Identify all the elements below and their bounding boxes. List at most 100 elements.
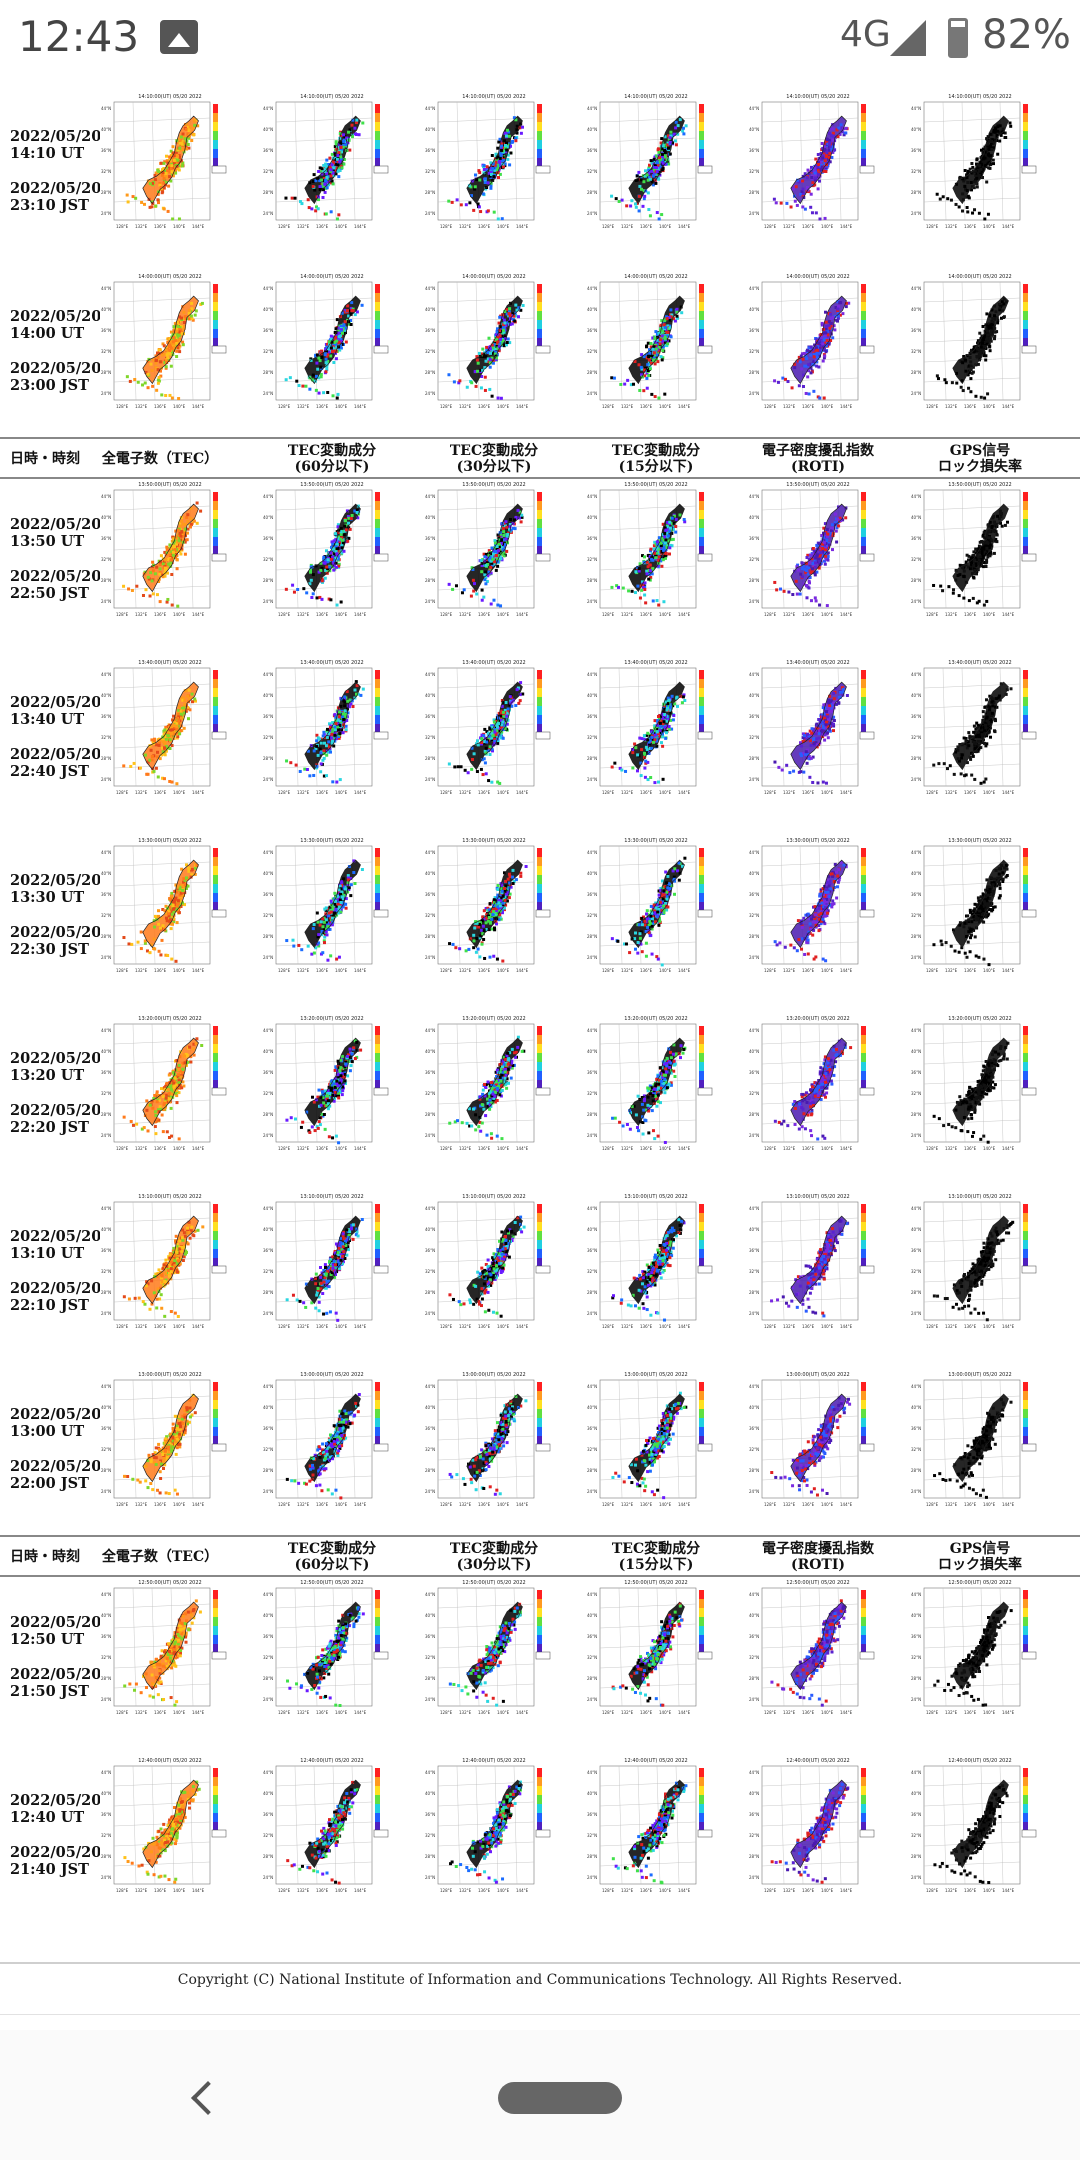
ionosphere-map[interactable]: 12:50:00(UT) 05/20 2022 44°N 40°N 36°N 32°N 2…: [748, 1578, 888, 1718]
map-tile[interactable]: 13:40:00(UT) 05/20 2022 44°N 40°N 36°N 32°N 2…: [748, 658, 888, 798]
map-tile[interactable]: 12:50:00(UT) 05/20 2022 44°N 40°N 36°N 32°N 2…: [424, 1578, 564, 1718]
map-tile[interactable]: 14:00:00(UT) 05/20 2022 44°N 40°N 36°N 32°N 2…: [586, 272, 726, 412]
ionosphere-map[interactable]: 12:40:00(UT) 05/20 2022 44°N 40°N 36°N 32°N 2…: [262, 1756, 402, 1896]
ionosphere-map[interactable]: 13:00:00(UT) 05/20 2022 44°N 40°N 36°N 32°N 2…: [100, 1370, 240, 1510]
map-tile[interactable]: 13:30:00(UT) 05/20 2022 44°N 40°N 36°N 32°N 2…: [100, 836, 240, 976]
map-tile[interactable]: 12:40:00(UT) 05/20 2022 44°N 40°N 36°N 32°N 2…: [586, 1756, 726, 1896]
map-tile[interactable]: 13:30:00(UT) 05/20 2022 44°N 40°N 36°N 32°N 2…: [424, 836, 564, 976]
ionosphere-map[interactable]: 13:40:00(UT) 05/20 2022 44°N 40°N 36°N 32°N 2…: [100, 658, 240, 798]
map-tile[interactable]: 12:40:00(UT) 05/20 2022 44°N 40°N 36°N 32°N 2…: [100, 1756, 240, 1896]
map-tile[interactable]: 12:40:00(UT) 05/20 2022 44°N 40°N 36°N 32°N 2…: [910, 1756, 1050, 1896]
ionosphere-map[interactable]: 14:00:00(UT) 05/20 2022 44°N 40°N 36°N 32°N 2…: [424, 272, 564, 412]
map-tile[interactable]: 14:00:00(UT) 05/20 2022 44°N 40°N 36°N 32°N 2…: [262, 272, 402, 412]
map-tile[interactable]: 13:50:00(UT) 05/20 2022 44°N 40°N 36°N 32°N 2…: [586, 480, 726, 620]
ionosphere-map[interactable]: 14:10:00(UT) 05/20 2022 44°N 40°N 36°N 32°N 2…: [100, 92, 240, 232]
map-tile[interactable]: 12:40:00(UT) 05/20 2022 44°N 40°N 36°N 32°N 2…: [424, 1756, 564, 1896]
ionosphere-map[interactable]: 12:50:00(UT) 05/20 2022 44°N 40°N 36°N 32°N 2…: [910, 1578, 1050, 1718]
ionosphere-map[interactable]: 13:20:00(UT) 05/20 2022 44°N 40°N 36°N 32°N 2…: [586, 1014, 726, 1154]
ionosphere-map[interactable]: 13:30:00(UT) 05/20 2022 44°N 40°N 36°N 32°N 2…: [586, 836, 726, 976]
map-tile[interactable]: 13:30:00(UT) 05/20 2022 44°N 40°N 36°N 32°N 2…: [910, 836, 1050, 976]
ionosphere-map[interactable]: 12:40:00(UT) 05/20 2022 44°N 40°N 36°N 32°N 2…: [100, 1756, 240, 1896]
map-tile[interactable]: 13:40:00(UT) 05/20 2022 44°N 40°N 36°N 32°N 2…: [424, 658, 564, 798]
map-tile[interactable]: 14:10:00(UT) 05/20 2022 44°N 40°N 36°N 32°N 2…: [262, 92, 402, 232]
map-tile[interactable]: 13:40:00(UT) 05/20 2022 44°N 40°N 36°N 32°N 2…: [910, 658, 1050, 798]
ionosphere-map[interactable]: 14:00:00(UT) 05/20 2022 44°N 40°N 36°N 32°N 2…: [100, 272, 240, 412]
ionosphere-map[interactable]: 13:00:00(UT) 05/20 2022 44°N 40°N 36°N 32°N 2…: [586, 1370, 726, 1510]
back-icon[interactable]: [191, 2081, 225, 2115]
map-tile[interactable]: 13:20:00(UT) 05/20 2022 44°N 40°N 36°N 32°N 2…: [910, 1014, 1050, 1154]
ionosphere-map[interactable]: 13:10:00(UT) 05/20 2022 44°N 40°N 36°N 32°N 2…: [748, 1192, 888, 1332]
map-tile[interactable]: 13:30:00(UT) 05/20 2022 44°N 40°N 36°N 32°N 2…: [748, 836, 888, 976]
ionosphere-map[interactable]: 13:50:00(UT) 05/20 2022 44°N 40°N 36°N 32°N 2…: [586, 480, 726, 620]
ionosphere-map[interactable]: 13:10:00(UT) 05/20 2022 44°N 40°N 36°N 32°N 2…: [910, 1192, 1050, 1332]
map-tile[interactable]: 13:00:00(UT) 05/20 2022 44°N 40°N 36°N 32°N 2…: [910, 1370, 1050, 1510]
ionosphere-map[interactable]: 12:40:00(UT) 05/20 2022 44°N 40°N 36°N 32°N 2…: [910, 1756, 1050, 1896]
map-tile[interactable]: 13:00:00(UT) 05/20 2022 44°N 40°N 36°N 32°N 2…: [748, 1370, 888, 1510]
ionosphere-map[interactable]: 14:00:00(UT) 05/20 2022 44°N 40°N 36°N 32°N 2…: [910, 272, 1050, 412]
map-tile[interactable]: 13:20:00(UT) 05/20 2022 44°N 40°N 36°N 32°N 2…: [586, 1014, 726, 1154]
map-tile[interactable]: 13:20:00(UT) 05/20 2022 44°N 40°N 36°N 32°N 2…: [100, 1014, 240, 1154]
map-tile[interactable]: 14:10:00(UT) 05/20 2022 44°N 40°N 36°N 32°N 2…: [424, 92, 564, 232]
map-tile[interactable]: 12:40:00(UT) 05/20 2022 44°N 40°N 36°N 32°N 2…: [748, 1756, 888, 1896]
ionosphere-map[interactable]: 13:30:00(UT) 05/20 2022 44°N 40°N 36°N 32°N 2…: [424, 836, 564, 976]
map-tile[interactable]: 13:40:00(UT) 05/20 2022 44°N 40°N 36°N 32°N 2…: [262, 658, 402, 798]
ionosphere-map[interactable]: 14:00:00(UT) 05/20 2022 44°N 40°N 36°N 32°N 2…: [748, 272, 888, 412]
ionosphere-map[interactable]: 13:00:00(UT) 05/20 2022 44°N 40°N 36°N 32°N 2…: [424, 1370, 564, 1510]
ionosphere-map[interactable]: 12:50:00(UT) 05/20 2022 44°N 40°N 36°N 32°N 2…: [586, 1578, 726, 1718]
map-tile[interactable]: 13:50:00(UT) 05/20 2022 44°N 40°N 36°N 32°N 2…: [748, 480, 888, 620]
ionosphere-map[interactable]: 12:50:00(UT) 05/20 2022 44°N 40°N 36°N 32°N 2…: [424, 1578, 564, 1718]
map-tile[interactable]: 13:50:00(UT) 05/20 2022 44°N 40°N 36°N 32°N 2…: [100, 480, 240, 620]
ionosphere-map[interactable]: 13:20:00(UT) 05/20 2022 44°N 40°N 36°N 32°N 2…: [262, 1014, 402, 1154]
map-tile[interactable]: 14:10:00(UT) 05/20 2022 44°N 40°N 36°N 32°N 2…: [910, 92, 1050, 232]
ionosphere-map[interactable]: 13:50:00(UT) 05/20 2022 44°N 40°N 36°N 32°N 2…: [262, 480, 402, 620]
map-tile[interactable]: 12:50:00(UT) 05/20 2022 44°N 40°N 36°N 32°N 2…: [262, 1578, 402, 1718]
map-tile[interactable]: 12:50:00(UT) 05/20 2022 44°N 40°N 36°N 32°N 2…: [748, 1578, 888, 1718]
map-tile[interactable]: 12:50:00(UT) 05/20 2022 44°N 40°N 36°N 32°N 2…: [100, 1578, 240, 1718]
map-tile[interactable]: 13:10:00(UT) 05/20 2022 44°N 40°N 36°N 32°N 2…: [748, 1192, 888, 1332]
ionosphere-map[interactable]: 13:20:00(UT) 05/20 2022 44°N 40°N 36°N 32°N 2…: [748, 1014, 888, 1154]
map-tile[interactable]: 12:50:00(UT) 05/20 2022 44°N 40°N 36°N 32°N 2…: [910, 1578, 1050, 1718]
ionosphere-map[interactable]: 13:30:00(UT) 05/20 2022 44°N 40°N 36°N 32°N 2…: [262, 836, 402, 976]
ionosphere-map[interactable]: 13:50:00(UT) 05/20 2022 44°N 40°N 36°N 32°N 2…: [424, 480, 564, 620]
ionosphere-map[interactable]: 13:20:00(UT) 05/20 2022 44°N 40°N 36°N 32°N 2…: [424, 1014, 564, 1154]
ionosphere-map[interactable]: 14:10:00(UT) 05/20 2022 44°N 40°N 36°N 32°N 2…: [424, 92, 564, 232]
map-tile[interactable]: 13:00:00(UT) 05/20 2022 44°N 40°N 36°N 32°N 2…: [262, 1370, 402, 1510]
map-tile[interactable]: 13:50:00(UT) 05/20 2022 44°N 40°N 36°N 32°N 2…: [424, 480, 564, 620]
map-tile[interactable]: 14:00:00(UT) 05/20 2022 44°N 40°N 36°N 32°N 2…: [424, 272, 564, 412]
ionosphere-map[interactable]: 14:00:00(UT) 05/20 2022 44°N 40°N 36°N 32°N 2…: [262, 272, 402, 412]
ionosphere-map[interactable]: 14:10:00(UT) 05/20 2022 44°N 40°N 36°N 32°N 2…: [748, 92, 888, 232]
ionosphere-map[interactable]: 12:50:00(UT) 05/20 2022 44°N 40°N 36°N 32°N 2…: [262, 1578, 402, 1718]
map-tile[interactable]: 13:10:00(UT) 05/20 2022 44°N 40°N 36°N 32°N 2…: [586, 1192, 726, 1332]
map-tile[interactable]: 14:00:00(UT) 05/20 2022 44°N 40°N 36°N 32°N 2…: [748, 272, 888, 412]
ionosphere-map[interactable]: 13:10:00(UT) 05/20 2022 44°N 40°N 36°N 32°N 2…: [586, 1192, 726, 1332]
map-tile[interactable]: 12:50:00(UT) 05/20 2022 44°N 40°N 36°N 32°N 2…: [586, 1578, 726, 1718]
ionosphere-map[interactable]: 14:10:00(UT) 05/20 2022 44°N 40°N 36°N 32°N 2…: [910, 92, 1050, 232]
ionosphere-map[interactable]: 13:40:00(UT) 05/20 2022 44°N 40°N 36°N 32°N 2…: [586, 658, 726, 798]
ionosphere-map[interactable]: 13:10:00(UT) 05/20 2022 44°N 40°N 36°N 32°N 2…: [424, 1192, 564, 1332]
ionosphere-map[interactable]: 14:10:00(UT) 05/20 2022 44°N 40°N 36°N 32°N 2…: [262, 92, 402, 232]
ionosphere-map[interactable]: 13:20:00(UT) 05/20 2022 44°N 40°N 36°N 32°N 2…: [100, 1014, 240, 1154]
ionosphere-map[interactable]: 13:00:00(UT) 05/20 2022 44°N 40°N 36°N 32°N 2…: [748, 1370, 888, 1510]
map-tile[interactable]: 13:00:00(UT) 05/20 2022 44°N 40°N 36°N 32°N 2…: [424, 1370, 564, 1510]
ionosphere-map[interactable]: 13:40:00(UT) 05/20 2022 44°N 40°N 36°N 32°N 2…: [424, 658, 564, 798]
ionosphere-map[interactable]: 14:10:00(UT) 05/20 2022 44°N 40°N 36°N 32°N 2…: [586, 92, 726, 232]
map-tile[interactable]: 13:50:00(UT) 05/20 2022 44°N 40°N 36°N 32°N 2…: [262, 480, 402, 620]
map-tile[interactable]: 13:30:00(UT) 05/20 2022 44°N 40°N 36°N 32°N 2…: [262, 836, 402, 976]
map-tile[interactable]: 13:10:00(UT) 05/20 2022 44°N 40°N 36°N 32°N 2…: [262, 1192, 402, 1332]
ionosphere-map[interactable]: 13:50:00(UT) 05/20 2022 44°N 40°N 36°N 32°N 2…: [100, 480, 240, 620]
map-tile[interactable]: 13:40:00(UT) 05/20 2022 44°N 40°N 36°N 32°N 2…: [586, 658, 726, 798]
map-tile[interactable]: 13:20:00(UT) 05/20 2022 44°N 40°N 36°N 32°N 2…: [748, 1014, 888, 1154]
home-pill-icon[interactable]: [498, 2082, 622, 2114]
ionosphere-map[interactable]: 12:40:00(UT) 05/20 2022 44°N 40°N 36°N 32°N 2…: [424, 1756, 564, 1896]
ionosphere-map[interactable]: 13:20:00(UT) 05/20 2022 44°N 40°N 36°N 32°N 2…: [910, 1014, 1050, 1154]
map-tile[interactable]: 14:10:00(UT) 05/20 2022 44°N 40°N 36°N 32°N 2…: [586, 92, 726, 232]
ionosphere-map[interactable]: 13:00:00(UT) 05/20 2022 44°N 40°N 36°N 32°N 2…: [910, 1370, 1050, 1510]
map-tile[interactable]: 14:00:00(UT) 05/20 2022 44°N 40°N 36°N 32°N 2…: [910, 272, 1050, 412]
ionosphere-map[interactable]: 12:50:00(UT) 05/20 2022 44°N 40°N 36°N 32°N 2…: [100, 1578, 240, 1718]
ionosphere-map[interactable]: 13:10:00(UT) 05/20 2022 44°N 40°N 36°N 32°N 2…: [100, 1192, 240, 1332]
ionosphere-map[interactable]: 13:40:00(UT) 05/20 2022 44°N 40°N 36°N 32°N 2…: [910, 658, 1050, 798]
ionosphere-map[interactable]: 13:30:00(UT) 05/20 2022 44°N 40°N 36°N 32°N 2…: [100, 836, 240, 976]
map-tile[interactable]: 12:40:00(UT) 05/20 2022 44°N 40°N 36°N 32°N 2…: [262, 1756, 402, 1896]
ionosphere-map[interactable]: 13:10:00(UT) 05/20 2022 44°N 40°N 36°N 32°N 2…: [262, 1192, 402, 1332]
ionosphere-map[interactable]: 13:50:00(UT) 05/20 2022 44°N 40°N 36°N 32°N 2…: [748, 480, 888, 620]
